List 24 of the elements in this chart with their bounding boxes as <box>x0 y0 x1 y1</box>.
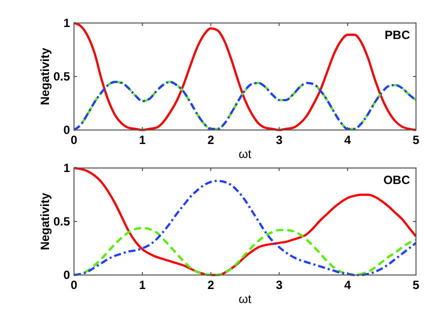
y-tick-label: 0.5 <box>53 214 70 228</box>
x-tick-label: 1 <box>139 133 146 147</box>
x-tick-label: 5 <box>412 133 420 147</box>
x-tick-label: 1 <box>139 278 146 292</box>
y-tick-label: 0 <box>63 123 70 137</box>
x-tick-label: 4 <box>344 133 352 147</box>
x-tick-label: 3 <box>276 278 283 292</box>
annotation: OBC <box>383 173 410 187</box>
x-tick-label: 3 <box>276 133 283 147</box>
line-series <box>72 22 418 132</box>
x-tick-label: 2 <box>207 133 214 147</box>
y-tick-label: 1 <box>63 16 70 30</box>
y-axis-title: Negativity <box>38 192 52 250</box>
line-series <box>72 80 418 132</box>
y-tick-label: 0.5 <box>53 70 70 84</box>
x-tick-label: 4 <box>344 278 352 292</box>
y-tick-label: 0 <box>63 268 70 282</box>
annotation: PBC <box>384 28 410 42</box>
x-tick-label: 2 <box>207 278 214 292</box>
x-axis-title: ωt <box>238 147 252 161</box>
y-axis-title: Negativity <box>38 48 52 106</box>
x-tick-label: 5 <box>412 278 420 292</box>
y-tick-label: 1 <box>63 161 70 175</box>
x-axis-title: ωt <box>238 292 252 306</box>
